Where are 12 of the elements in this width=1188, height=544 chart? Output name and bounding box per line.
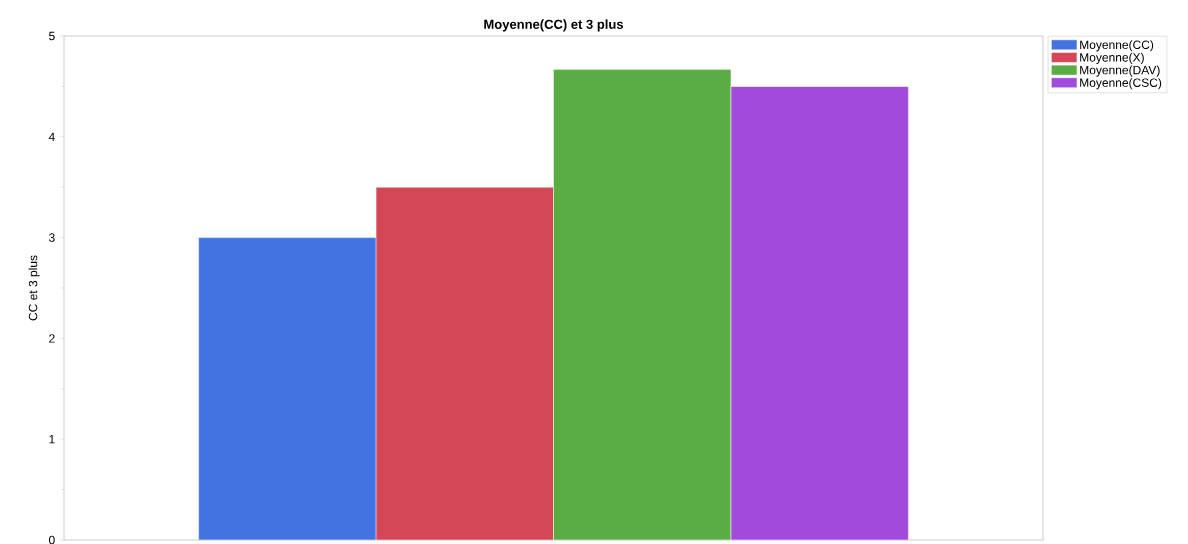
y-tick-label: 2	[49, 334, 55, 343]
y-tick-label: 5	[49, 31, 55, 41]
legend-label: Moyenne(CC)	[1080, 40, 1154, 52]
legend-label: Moyenne(X)	[1080, 52, 1144, 65]
y-tick-label: 1	[49, 435, 55, 444]
y-tick-label: 3	[48, 233, 55, 242]
chart-title: Moyenne(CC) et 3 plus	[484, 19, 624, 32]
legend-label: Moyenne(CSC)	[1080, 78, 1162, 90]
legend-label: Moyenne(DAV)	[1080, 65, 1160, 77]
y-tick-label: 4	[48, 132, 55, 141]
y-tick-label: 0	[49, 535, 55, 544]
y-axis-title: CC et 3 plus	[28, 255, 40, 321]
